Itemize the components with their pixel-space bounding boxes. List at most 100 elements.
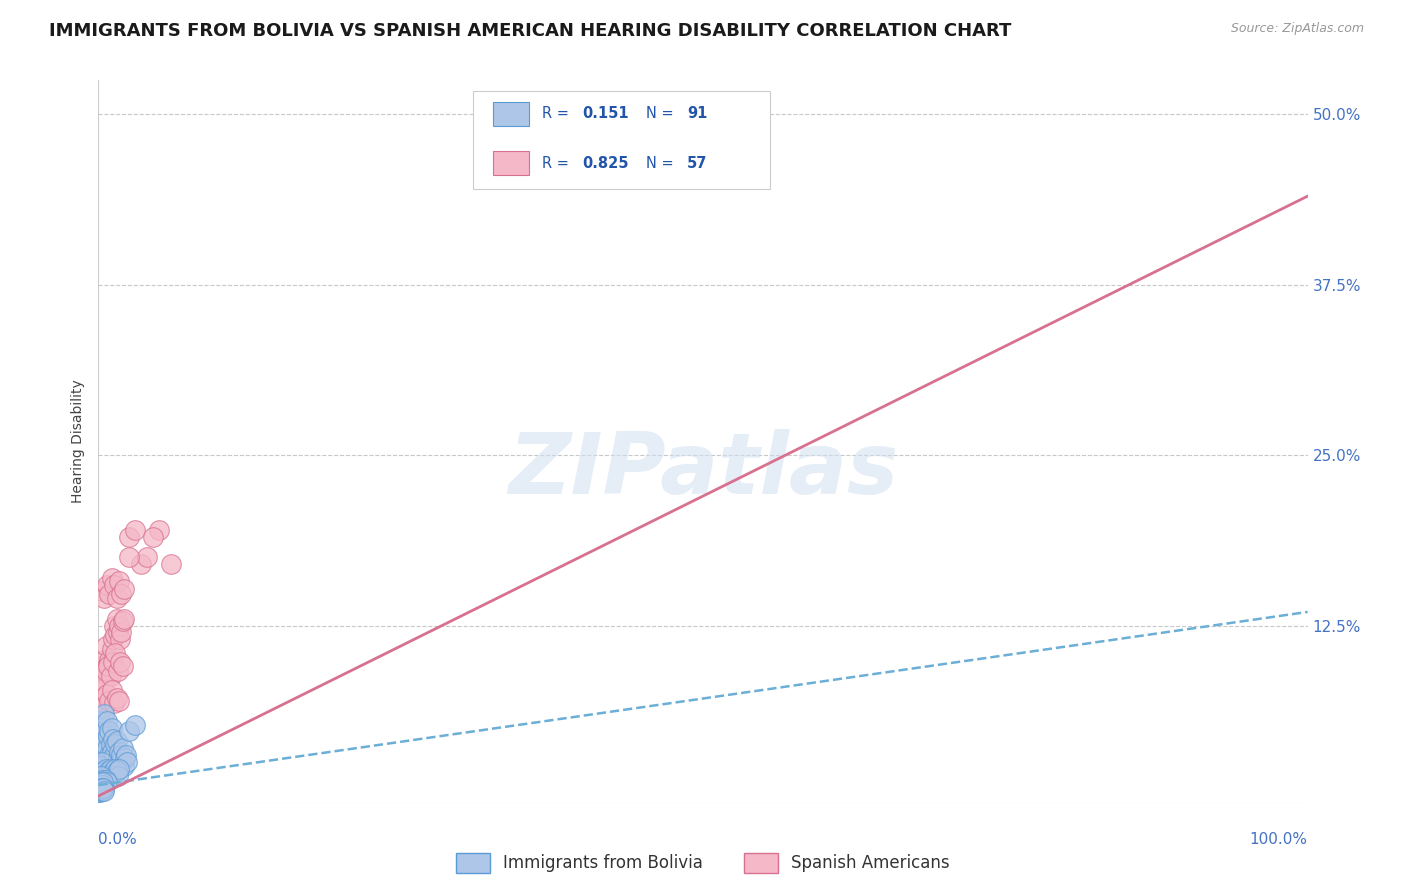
Point xyxy=(90,759,112,773)
Text: ZIPatlas: ZIPatlas xyxy=(508,429,898,512)
Point xyxy=(98,748,121,763)
Point xyxy=(91,778,114,792)
Point xyxy=(93,707,115,722)
Point xyxy=(108,632,131,647)
Point xyxy=(135,550,157,565)
Point xyxy=(124,523,146,537)
Point xyxy=(91,690,114,705)
Point xyxy=(89,748,111,763)
Text: 91: 91 xyxy=(688,106,707,121)
Point xyxy=(118,530,141,544)
Point xyxy=(93,778,115,792)
Text: N =: N = xyxy=(647,106,679,121)
Point xyxy=(90,768,112,782)
Y-axis label: Hearing Disability: Hearing Disability xyxy=(72,380,86,503)
Point xyxy=(103,577,125,591)
Point xyxy=(108,762,131,776)
Point xyxy=(98,768,121,782)
Point xyxy=(98,653,121,667)
Point xyxy=(100,755,122,769)
Point xyxy=(100,641,122,656)
Point xyxy=(91,782,114,797)
Point xyxy=(91,768,114,782)
Point xyxy=(110,625,132,640)
Point xyxy=(93,782,115,797)
Point xyxy=(91,775,114,789)
Point xyxy=(97,669,120,683)
Point xyxy=(114,751,136,765)
Point xyxy=(112,759,135,773)
Point xyxy=(115,748,138,763)
Point xyxy=(100,737,122,751)
Point xyxy=(117,755,139,769)
Point xyxy=(100,571,122,585)
Point xyxy=(97,729,120,743)
Point xyxy=(142,530,165,544)
Point xyxy=(89,782,111,797)
Point xyxy=(94,762,117,776)
Point xyxy=(90,780,112,795)
Text: R =: R = xyxy=(543,155,574,170)
Point xyxy=(87,782,110,797)
Point xyxy=(108,745,131,759)
Point xyxy=(93,764,115,779)
Point xyxy=(91,772,114,787)
Point xyxy=(91,755,114,769)
Point xyxy=(96,687,118,701)
Point xyxy=(160,558,183,572)
Text: 0.151: 0.151 xyxy=(582,106,628,121)
Point xyxy=(87,782,110,797)
Point xyxy=(101,731,124,746)
Point xyxy=(94,731,117,746)
Point xyxy=(97,764,120,779)
Point xyxy=(110,748,132,763)
Point xyxy=(108,574,131,588)
Point xyxy=(90,741,112,756)
Point xyxy=(90,778,112,792)
Point xyxy=(96,775,118,789)
Point xyxy=(100,664,122,678)
Point xyxy=(124,718,146,732)
Point xyxy=(105,591,128,606)
Text: 0.0%: 0.0% xyxy=(98,831,138,847)
Point xyxy=(89,762,111,776)
Point xyxy=(105,764,128,779)
Point xyxy=(89,768,111,782)
Point xyxy=(100,682,122,697)
Point xyxy=(100,669,122,683)
Point xyxy=(100,745,122,759)
Point xyxy=(96,741,118,756)
Point xyxy=(91,775,114,789)
Point xyxy=(108,656,131,670)
Point xyxy=(89,714,111,728)
Point xyxy=(91,780,114,795)
Point xyxy=(105,755,128,769)
Point xyxy=(91,782,114,797)
Point xyxy=(108,693,131,707)
FancyBboxPatch shape xyxy=(474,91,769,189)
Point xyxy=(107,768,129,782)
Point xyxy=(93,723,115,738)
Point xyxy=(103,618,125,632)
Point xyxy=(129,558,152,572)
Point xyxy=(89,778,111,792)
Point xyxy=(103,696,125,710)
Legend: Immigrants from Bolivia, Spanish Americans: Immigrants from Bolivia, Spanish America… xyxy=(450,847,956,880)
Text: 57: 57 xyxy=(688,155,707,170)
Point xyxy=(97,751,120,765)
Point xyxy=(107,751,129,765)
Point xyxy=(101,764,124,779)
Text: 100.0%: 100.0% xyxy=(1250,831,1308,847)
Point xyxy=(89,772,111,787)
Point xyxy=(100,721,122,735)
Point xyxy=(90,682,112,697)
Point xyxy=(96,659,118,673)
Text: N =: N = xyxy=(647,155,679,170)
Point xyxy=(94,772,117,787)
Point xyxy=(94,664,117,678)
Point xyxy=(112,582,135,596)
Text: R =: R = xyxy=(543,106,574,121)
Point xyxy=(96,577,118,591)
Text: IMMIGRANTS FROM BOLIVIA VS SPANISH AMERICAN HEARING DISABILITY CORRELATION CHART: IMMIGRANTS FROM BOLIVIA VS SPANISH AMERI… xyxy=(49,22,1011,40)
Point xyxy=(91,659,114,673)
